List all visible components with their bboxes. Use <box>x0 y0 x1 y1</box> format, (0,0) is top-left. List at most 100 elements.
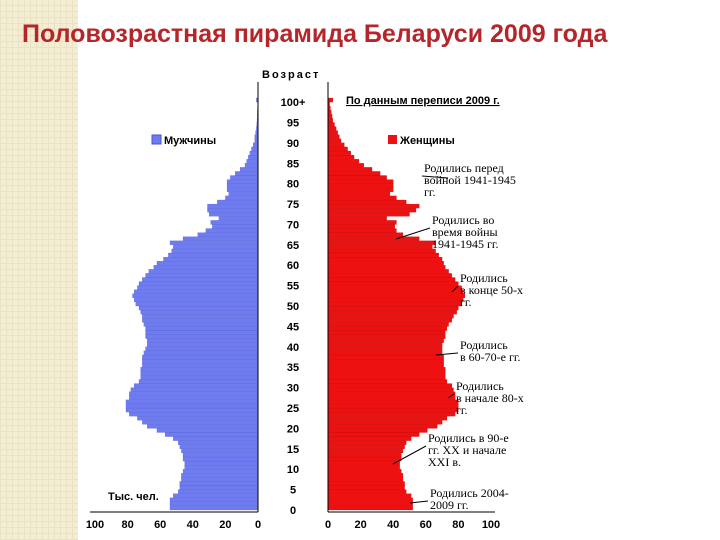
x-tick-label-female: 100 <box>482 519 500 531</box>
female-bar-age-72 <box>327 212 410 217</box>
female-bar-age-6 <box>327 481 405 486</box>
y-axis-title: Возраст <box>262 69 320 81</box>
x-tick-label-female: 80 <box>452 519 464 531</box>
female-bar-age-80 <box>327 179 394 184</box>
female-bar-age-89 <box>327 142 345 148</box>
male-bar-age-85 <box>246 159 259 164</box>
y-tick-label: 95 <box>287 118 299 130</box>
male-bar-age-51 <box>134 297 259 303</box>
female-bar-age-84 <box>327 163 364 168</box>
male-bar-age-84 <box>244 163 259 168</box>
female-bar-age-78 <box>327 187 394 192</box>
male-bar-age-83 <box>239 167 259 172</box>
female-bar-age-13 <box>327 452 402 458</box>
female-bar-age-1 <box>327 501 413 507</box>
male-bar-age-23 <box>129 412 259 417</box>
male-bar-age-79 <box>226 183 259 188</box>
y-tick-label: 75 <box>287 199 299 211</box>
legend-female-label: Женщины <box>399 135 455 147</box>
female-bar-age-56 <box>327 277 456 282</box>
male-bar-age-72 <box>209 212 259 217</box>
annotation-a3-line: гг. <box>460 295 472 309</box>
female-bar-age-29 <box>327 387 454 392</box>
male-bar-age-69 <box>212 224 259 229</box>
male-bar-age-7 <box>181 477 259 482</box>
y-tick-label: 45 <box>287 321 299 333</box>
male-bar-age-62 <box>168 252 259 258</box>
male-bar-age-38 <box>143 350 259 356</box>
female-bar-age-27 <box>327 395 456 400</box>
annotation-a6-line: Родились в 90-е <box>428 431 509 445</box>
female-bar-age-34 <box>327 367 446 372</box>
female-bar-age-92 <box>327 130 338 135</box>
female-bar-age-0 <box>327 505 413 511</box>
female-bar-age-3 <box>327 493 412 498</box>
y-tick-label: 55 <box>287 281 299 293</box>
male-bar-age-8 <box>181 473 259 478</box>
male-bar-age-87 <box>249 150 259 156</box>
male-bar-age-66 <box>182 236 259 241</box>
male-bar-age-20 <box>147 424 259 429</box>
female-bar-age-87 <box>327 150 351 156</box>
x-tick-label-male: 80 <box>121 519 133 531</box>
female-bar-age-69 <box>327 224 395 229</box>
x-tick-label-male: 100 <box>86 519 104 531</box>
female-bar-age-42 <box>327 334 446 339</box>
female-bar-age-67 <box>327 232 404 237</box>
female-bar-age-61 <box>327 256 443 262</box>
female-bar-age-5 <box>327 485 405 490</box>
y-tick-label: 65 <box>287 240 299 252</box>
female-bar-age-71 <box>327 216 387 221</box>
annotation-arrow-a5 <box>447 393 455 399</box>
male-bar-age-1 <box>169 501 259 507</box>
female-bar-age-66 <box>327 236 420 241</box>
male-bar-age-50 <box>135 301 259 307</box>
annotation-a3-line: в конце 50-х <box>460 283 523 297</box>
female-bar-age-32 <box>327 375 446 380</box>
annotation-arrow-a1 <box>421 175 449 179</box>
female-bar-age-36 <box>327 358 444 364</box>
female-bar-age-51 <box>327 297 464 303</box>
female-bar-age-52 <box>327 293 466 298</box>
female-bar-age-64 <box>327 244 433 250</box>
female-bar-age-48 <box>327 310 457 315</box>
male-bar-age-75 <box>217 199 259 205</box>
annotation-a5-line: гг. <box>456 403 468 417</box>
y-tick-label: 35 <box>287 362 299 374</box>
male-bar-age-78 <box>226 187 259 192</box>
female-bar-age-38 <box>327 350 443 356</box>
female-bar-age-88 <box>327 146 348 152</box>
male-bar-age-67 <box>197 232 259 237</box>
male-bar-age-39 <box>145 346 259 352</box>
y-tick-label: 70 <box>287 220 299 232</box>
male-bar-age-86 <box>248 155 259 160</box>
female-bar-age-82 <box>327 171 381 176</box>
male-bar-age-12 <box>182 456 259 462</box>
female-bar-age-15 <box>327 444 405 449</box>
male-bar-age-58 <box>148 269 259 274</box>
male-bar-age-13 <box>182 452 259 458</box>
female-bar-age-85 <box>327 159 360 164</box>
male-bar-age-33 <box>140 371 259 376</box>
annotation-a6-line: XXI в. <box>428 455 461 469</box>
male-bar-age-31 <box>138 379 259 384</box>
source-note: По данным переписи 2009 г. <box>346 95 500 107</box>
annotation-arrow-a6 <box>392 445 427 465</box>
annotation-a6-line: гг. XX и начале <box>428 443 506 457</box>
male-bar-age-25 <box>125 403 259 409</box>
female-bar-age-37 <box>327 354 444 360</box>
female-bar-age-10 <box>327 465 400 470</box>
male-bar-age-11 <box>184 460 259 466</box>
female-bar-age-63 <box>327 248 436 254</box>
male-bar-age-35 <box>142 363 259 368</box>
male-bar-age-24 <box>125 407 259 413</box>
female-bar-age-14 <box>327 448 404 453</box>
female-bar-age-75 <box>327 199 407 205</box>
male-bar-age-5 <box>179 485 259 490</box>
male-bar-age-9 <box>182 469 259 474</box>
male-bar-age-19 <box>156 428 259 433</box>
male-bar-age-18 <box>164 432 259 437</box>
female-bar-age-23 <box>327 412 456 417</box>
female-bar-age-16 <box>327 440 407 445</box>
legend-female-swatch <box>388 135 397 144</box>
